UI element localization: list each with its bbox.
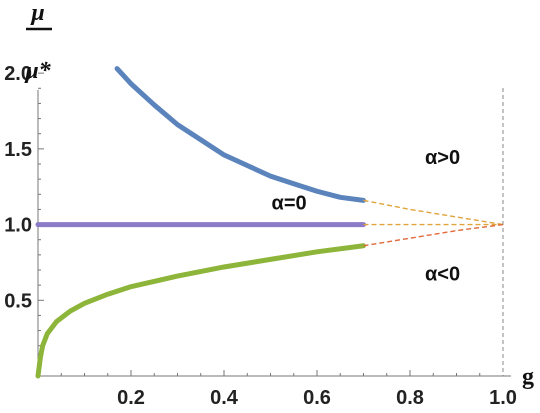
labels-group: μ μ* g α>0 α=0 α<0 <box>23 0 534 390</box>
y-tick-label: 1.0 <box>4 215 32 237</box>
y-axis-title-top: μ <box>29 0 44 26</box>
y-tick-label: 2.0 <box>4 63 32 85</box>
x-axis-title: g <box>522 364 534 390</box>
series-annotation: α>0 <box>425 147 460 169</box>
series-annotation: α=0 <box>272 192 307 214</box>
x-tick-label: 0.2 <box>117 387 145 409</box>
y-tick-label: 0.5 <box>4 290 32 312</box>
series-group <box>35 66 504 379</box>
series-line-dashed <box>363 223 504 247</box>
x-tick-label: 0.6 <box>303 387 331 409</box>
series-line <box>35 243 366 379</box>
x-tick-label: 0.8 <box>396 387 424 409</box>
x-tick-label: 0.4 <box>210 387 239 409</box>
y-axis-title-bottom: μ* <box>23 58 51 84</box>
y-tick-label: 1.5 <box>4 139 32 161</box>
series-line <box>114 66 366 203</box>
series-annotation: α<0 <box>425 264 460 286</box>
axes: 0.2 0.4 0.6 0.8 1.0 0.5 1.0 1.5 2.0 <box>4 63 517 409</box>
series-line-dashed <box>363 199 504 226</box>
x-tick-label: 1.0 <box>489 387 517 409</box>
